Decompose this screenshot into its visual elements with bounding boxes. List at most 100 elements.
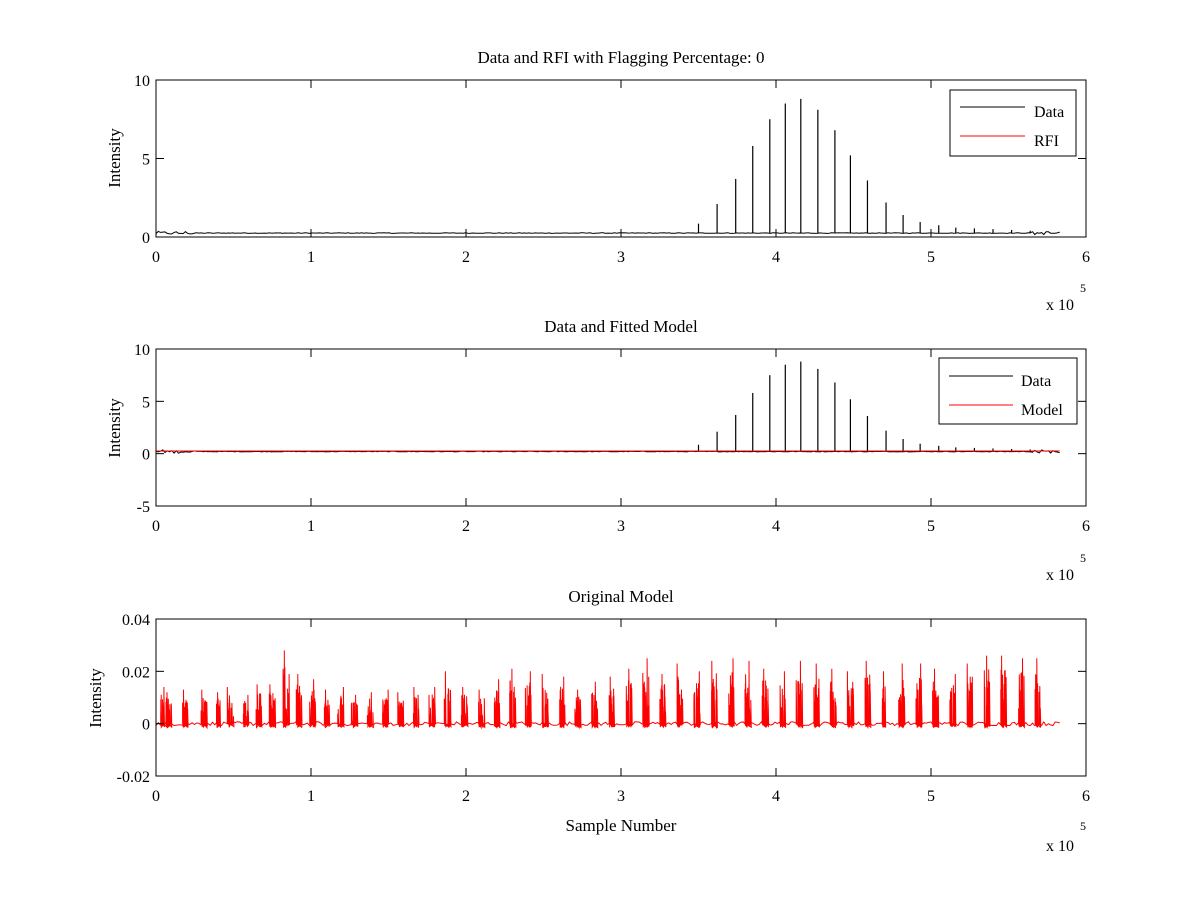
y-tick-label: 0 (142, 447, 150, 464)
series-pulse (625, 668, 633, 728)
x-tick-label: 3 (617, 249, 625, 266)
x-tick-label: 1 (307, 249, 315, 266)
series-pulse (337, 686, 345, 729)
legend-label-data: Data (1021, 373, 1051, 390)
x-tick-label: 2 (462, 518, 470, 535)
x-tick-label: 2 (462, 249, 470, 266)
series-layer (155, 650, 1060, 730)
series-pulse (795, 660, 804, 729)
series-pulse (846, 671, 855, 729)
x-tick-label: 6 (1082, 788, 1090, 805)
x-exponent-label: x 10 (1046, 567, 1074, 584)
y-tick-label: 5 (142, 152, 150, 169)
series-pulse (460, 686, 469, 728)
series-pulse (591, 681, 599, 729)
x-tick-label: 0 (152, 788, 160, 805)
x-tick-label: 6 (1082, 249, 1090, 266)
x-exponent-base: x 10 (1046, 297, 1074, 314)
y-axis-label: Intensity (105, 398, 124, 458)
series-pulse (949, 673, 957, 728)
x-tick-label: 5 (927, 788, 935, 805)
x-exponent-power: 5 (1080, 281, 1086, 295)
legend: Data RFI (949, 89, 1077, 157)
legend-box (938, 357, 1078, 425)
series-pulse (282, 650, 291, 729)
series-pulse (165, 692, 173, 729)
series-pulse (898, 663, 906, 729)
series-pulse (309, 679, 317, 728)
series-pulse (574, 689, 582, 730)
series-pulse (813, 663, 820, 729)
series-pulse (524, 671, 532, 729)
subplot-title: Data and Fitted Model (544, 317, 698, 336)
series-pulse (397, 692, 405, 728)
series-pulse (659, 673, 667, 729)
legend-label-model: Model (1021, 402, 1063, 419)
series-pulse (382, 689, 390, 729)
x-tick-label: 0 (152, 249, 160, 266)
series-pulse (509, 668, 517, 729)
series-pulse (1018, 658, 1025, 729)
series-layer (155, 98, 1060, 236)
y-tick-label: 10 (134, 73, 150, 90)
x-exponent-label: x 10 (1046, 297, 1074, 314)
series-pulse (915, 663, 923, 729)
series-pulse (642, 658, 650, 729)
x-exponent-base: x 10 (1046, 838, 1074, 855)
series-pulse (932, 668, 940, 729)
series-baseline-trace (155, 230, 1060, 236)
series-pulse (881, 671, 887, 728)
x-exponent-base: x 10 (1046, 567, 1074, 584)
series-pulse (608, 676, 616, 728)
legend: Data Model (938, 357, 1078, 425)
series-pulse (350, 694, 359, 729)
x-tick-label: 5 (927, 249, 935, 266)
x-tick-label: 4 (772, 518, 780, 535)
x-tick-label: 4 (772, 249, 780, 266)
series-pulse (966, 663, 974, 729)
x-tick-label: 1 (307, 788, 315, 805)
y-tick-label: 5 (142, 394, 150, 411)
series-pulse (1000, 655, 1008, 729)
series-pulse (443, 671, 452, 729)
x-exponent-power: 5 (1080, 819, 1086, 833)
series-pulse (779, 671, 787, 729)
series-pulse (242, 694, 250, 728)
series-pulse (493, 679, 501, 730)
x-exponent-power: 5 (1080, 551, 1086, 565)
y-tick-label: 0 (142, 230, 150, 247)
x-tick-label: 3 (617, 518, 625, 535)
series-pulse (829, 668, 837, 729)
series-pulse (559, 676, 566, 729)
series-pulse (323, 689, 331, 729)
series-pulse (761, 668, 770, 729)
y-axis-label: Intensity (86, 668, 105, 728)
series-pulse (864, 660, 872, 730)
legend-label-rfi: RFI (1034, 133, 1059, 150)
series-pulse (983, 655, 991, 729)
legend-label-data: Data (1034, 104, 1064, 121)
series-pulse (676, 663, 684, 729)
series-pulse (295, 673, 303, 729)
y-tick-label: 10 (134, 342, 150, 359)
x-tick-label: 5 (927, 518, 935, 535)
series-pulse (366, 692, 374, 729)
series-pulse (693, 671, 701, 729)
legend-box (949, 89, 1077, 157)
x-exponent-label: x 10 (1046, 838, 1074, 855)
y-tick-label: 0 (142, 717, 150, 734)
series-pulse (182, 689, 189, 729)
series-pulse (711, 660, 718, 730)
series-pulse (428, 686, 437, 728)
subplot-title: Data and RFI with Flagging Percentage: 0 (477, 48, 764, 67)
x-tick-label: 2 (462, 788, 470, 805)
ticks-layer: 0 1 2 3 4 5 6 0 5 10 (134, 73, 1090, 266)
series-pulse (226, 686, 235, 728)
x-tick-label: 6 (1082, 518, 1090, 535)
x-axis-label: Sample Number (566, 816, 677, 835)
